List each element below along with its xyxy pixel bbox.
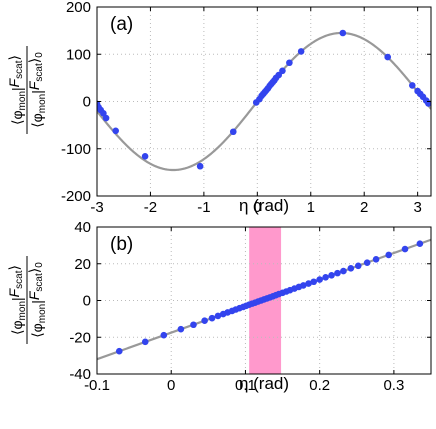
x-tick-label: 1 [307,199,315,216]
y-tick-label: 100 [66,46,91,63]
data-point [177,325,185,333]
x-tick-label: 0 [253,199,261,216]
data-point [300,282,307,289]
panel-label: (b) [110,234,133,255]
data-point [115,347,123,355]
y-tick-label: -100 [61,141,91,158]
panel-b: -0.1 0 0.1 0.2 0.3 -40 -20 0 20 40 (b) η (rad) ⟨φmon… [6,219,432,394]
data-point [354,262,362,270]
data-point [286,59,293,67]
data-point [201,317,208,325]
y-axis-label: ⟨φmon|Fscat⟩⟨φmon|Fscat⟩0 [6,46,48,134]
y-label-numerator: ⟨φmon|Fscat⟩ [6,55,28,125]
x-tick-label: -1 [197,199,210,216]
data-point [401,245,409,253]
y-tick-label: 0 [83,94,91,111]
data-point [214,312,222,320]
data-point [384,53,392,61]
data-point [322,274,329,281]
data-point [305,280,312,287]
y-axis-label: ⟨φmon|Fscat⟩⟨φmon|Fscat⟩0 [6,256,48,344]
data-point [141,338,149,346]
x-tick-label: 2 [360,199,368,216]
x-tick-label: 0.3 [383,377,404,394]
data-point [208,314,216,322]
x-axis-label: η (rad) [239,374,289,393]
y-label-numerator: ⟨φmon|Fscat⟩ [6,265,28,335]
x-axis-label: η (rad) [239,196,289,215]
data-point [328,272,335,279]
data-point [160,331,168,339]
data-point [297,48,305,55]
panel-a: -3 -2 -1 0 1 2 3 -200 -100 0 100 200 (a) η (rad) ⟨φmon… [6,0,432,216]
data-point [339,29,347,37]
plot-content [97,238,431,361]
data-point [141,153,149,160]
x-tick-label: 0 [167,377,175,394]
y-tick-label: -20 [69,329,91,346]
data-point [102,114,110,122]
data-point [416,240,424,248]
data-point [112,127,120,135]
panel-label: (a) [110,14,133,35]
x-tick-label: 0.2 [309,377,330,394]
x-tick-label: 3 [413,199,421,216]
x-tick-label: 0.1 [235,377,256,394]
data-point [372,256,380,263]
data-point [275,71,282,79]
x-tick-label: -3 [90,199,103,216]
x-tick-label: -0.1 [84,377,110,394]
y-label-denominator: ⟨φmon|Fscat⟩0 [26,52,48,128]
y-tick-label: 0 [83,293,91,310]
y-tick-label: -40 [69,366,91,383]
y-tick-label: 200 [66,0,91,16]
data-point [408,82,416,89]
data-point [196,162,204,170]
y-tick-label: 40 [74,219,91,236]
data-point [190,321,197,329]
plot-content [97,29,431,172]
data-point [340,267,347,275]
data-point [363,259,371,266]
y-tick-label: 20 [74,256,91,273]
data-point [279,67,286,75]
data-point [334,269,341,277]
data-point [347,265,355,272]
data-point [229,128,237,136]
data-point [385,251,392,259]
y-tick-label: -200 [61,188,91,205]
x-tick-label: -2 [144,199,157,216]
y-label-denominator: ⟨φmon|Fscat⟩0 [26,262,48,338]
data-point [316,276,323,283]
data-point [310,278,318,286]
plot-area [97,7,431,196]
